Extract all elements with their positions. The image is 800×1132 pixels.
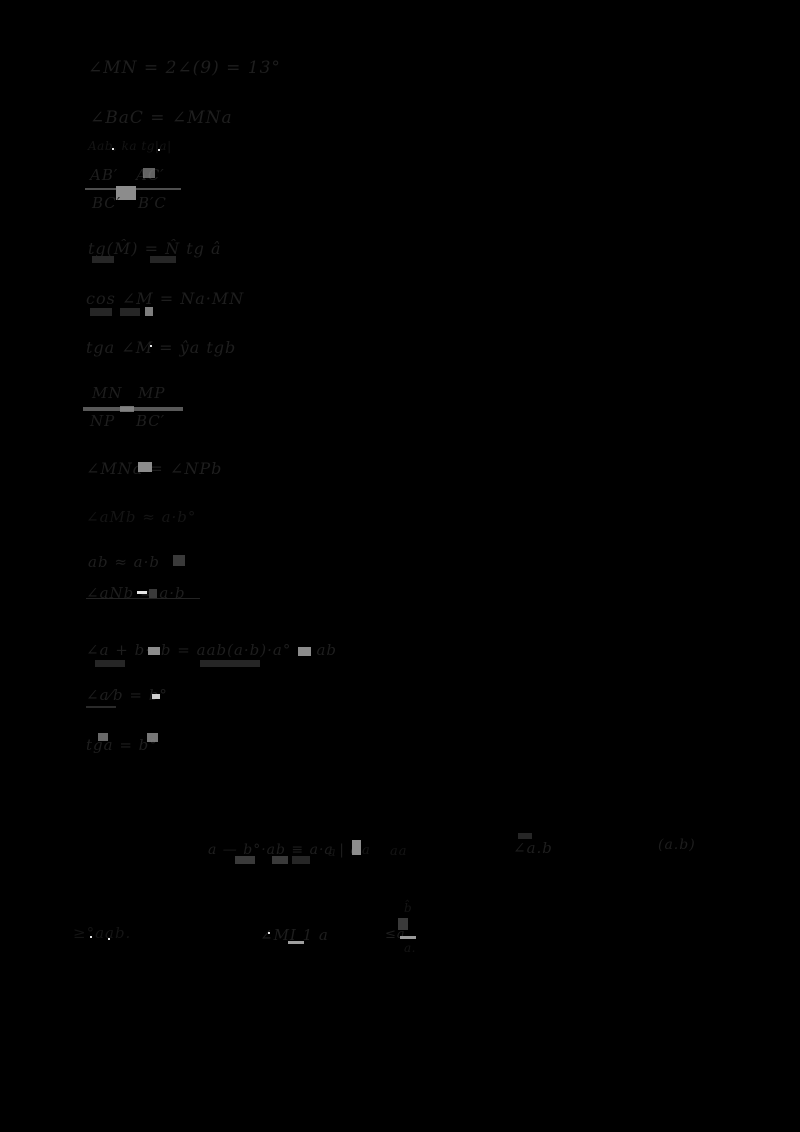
bottom-expression-3: a [362, 843, 371, 858]
minifraction-superscript: b̂ [404, 901, 413, 915]
bottom-expression-6: (a.b) [658, 837, 696, 853]
equation-line-14: tga = b° [86, 736, 158, 754]
smudge-mark [235, 856, 255, 864]
bottom-expression-8: ∠MI 1 a [260, 926, 329, 944]
highlight-mark [98, 733, 108, 741]
equation-line-2: ∠BaC = ∠MNa [90, 108, 233, 128]
smudge-mark [90, 308, 112, 316]
ink-speck [268, 932, 270, 934]
ink-speck [108, 938, 110, 940]
bottom-expression-4: aa [390, 844, 408, 859]
equals-mark [298, 647, 311, 656]
smudge-mark [292, 856, 310, 864]
ink-speck [150, 345, 152, 347]
highlight-mark [173, 555, 185, 566]
highlight-mark [145, 307, 153, 316]
equation-line-11a: ab ≈ a·b [88, 553, 160, 571]
bottom-expression-7: ≥°aab. [73, 924, 132, 942]
minifraction-denominator: a. [404, 941, 416, 955]
equation-line-10: ∠aMb ≈ a·b° [86, 508, 197, 526]
highlight-mark [143, 168, 155, 178]
smudge-mark [518, 833, 532, 839]
smudge-mark [95, 660, 125, 667]
highlight-mark [149, 589, 157, 598]
minifraction-left: ≤a [385, 927, 406, 942]
fraction2-numerator-left: MN [92, 384, 123, 402]
smudge-mark [150, 256, 176, 263]
fraction2-numerator-right: MP [138, 384, 166, 402]
fraction1-denominator-left: BC′ [92, 194, 122, 212]
bottom-expression-1: a — b°·ab ≡ a·a | a [208, 842, 360, 858]
bottom-expression-5: ∠a.b [513, 839, 553, 857]
ink-speck [158, 149, 160, 151]
smudge-mark [92, 256, 114, 263]
ink-speck [112, 148, 114, 150]
highlight-mark [352, 840, 361, 855]
fraction2-denominator-left: NP [90, 412, 116, 430]
underline-bright [288, 941, 304, 944]
bright-mark [152, 694, 160, 699]
minifraction-bar [400, 936, 416, 939]
equation-line-9: ∠MNa = ∠NPb [86, 459, 223, 478]
equals-mark [138, 462, 152, 472]
smudge-mark [120, 308, 140, 316]
equation-line-13: ∠a⁄b = b° [86, 686, 168, 704]
smudge-mark [200, 660, 260, 667]
equation-line-5: tg(M̂) = N̂ tg â [88, 239, 222, 258]
underline [86, 598, 200, 599]
fraction1-denominator-right: B′C [138, 194, 167, 212]
fraction1-numerator-left: AB′ [90, 166, 119, 184]
ink-speck [90, 936, 92, 938]
bottom-expression-2: a [328, 845, 337, 860]
equation-line-11b: ∠aNb = a·b [86, 584, 186, 602]
fraction2-denominator-right: BC′ [136, 412, 166, 430]
highlight-mark [147, 733, 158, 742]
highlight-mark [398, 918, 408, 930]
underline [86, 706, 116, 708]
equals-mark [148, 647, 160, 655]
highlight-mark [116, 186, 136, 200]
equation-line-6: cos ∠M = Na·MN [86, 289, 245, 308]
dash-mark [137, 591, 147, 594]
equation-line-7: tga ∠M = ŷa tgb [86, 338, 237, 357]
equation-line-3: Aab, ka tg|a| [88, 139, 172, 153]
equation-line-1: ∠MN = 2∠(9) = 13° [88, 58, 281, 78]
equals-mark [120, 406, 134, 412]
smudge-mark [272, 856, 288, 864]
